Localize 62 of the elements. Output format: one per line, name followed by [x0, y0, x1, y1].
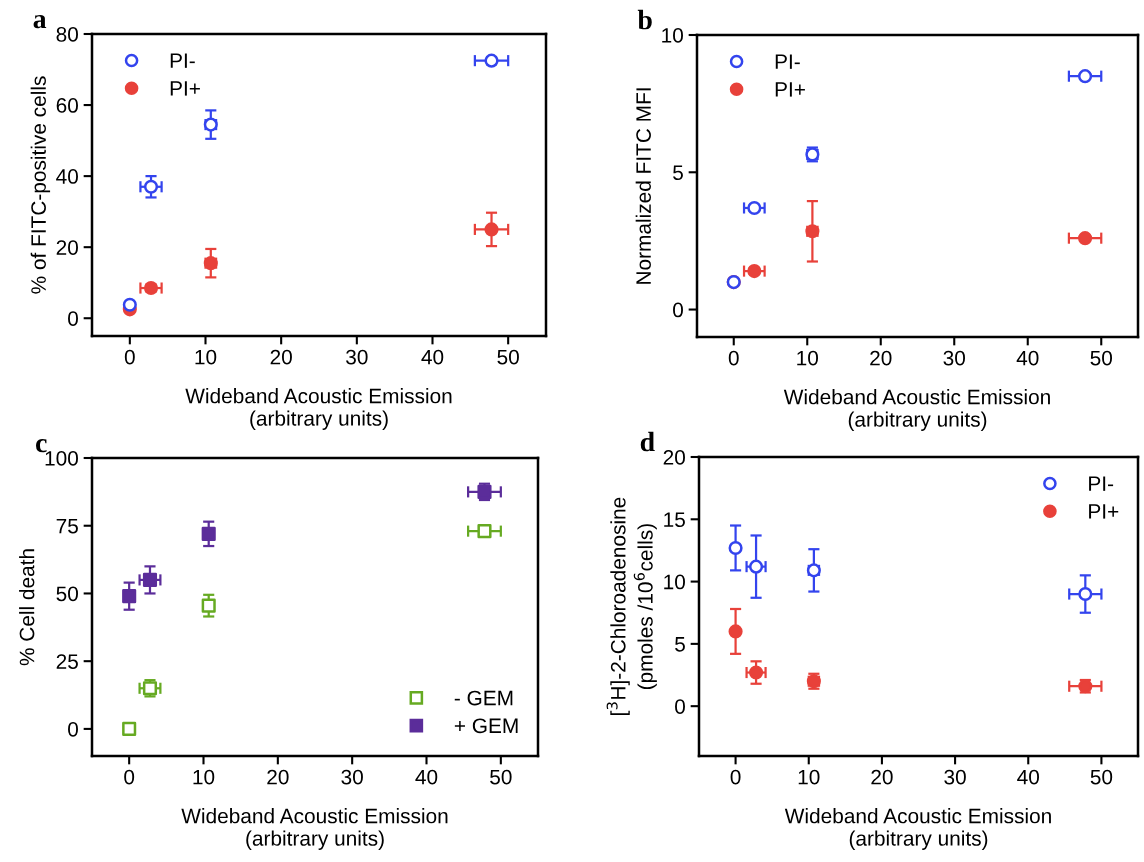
y-tick-label: 80 [56, 27, 78, 42]
x-tick-label: 10 [797, 350, 819, 366]
x-axis-title: Wideband Acoustic Emission (arbitrary units) [185, 388, 452, 430]
x-tick-label: 10 [195, 349, 217, 365]
x-tick-label: 0 [730, 769, 741, 785]
y-axis-title: % Cell death [19, 549, 35, 666]
chart-title: b [637, 9, 652, 30]
chart-title: a [33, 15, 47, 29]
y-tick-label: 15 [664, 512, 685, 528]
x-tick-label: 30 [346, 349, 368, 365]
x-tick-label: 0 [124, 349, 135, 365]
x-tick-label: 50 [490, 769, 512, 785]
y-tick-label: 20 [663, 450, 685, 465]
chart-title: d [640, 431, 655, 452]
x-tick-label: 20 [870, 350, 892, 366]
y-axis-title: [$^{3}$H]-2-Chloroadenosine (pmoles /10$^{6}$cells) [606, 497, 657, 715]
x-tick-label: 50 [1090, 350, 1113, 366]
legend-label: PI- [170, 53, 195, 68]
x-tick-label: 50 [1090, 769, 1113, 785]
x-tick-label: 10 [798, 769, 820, 785]
chart-title: c [36, 438, 47, 453]
legend-label: PI- [775, 54, 800, 69]
y-tick-label: 0 [673, 302, 683, 318]
y-tick-label: 5 [675, 637, 685, 652]
x-tick-label: 40 [415, 769, 438, 785]
legend-label: PI+ [1089, 504, 1119, 519]
x-tick-label: 30 [341, 769, 363, 785]
x-tick-label: 20 [270, 349, 292, 365]
x-axis-title: Wideband Acoustic Emission (arbitrary units) [181, 808, 448, 850]
y-tick-label: 20 [56, 240, 78, 255]
y-axis-title: % of FITC-positive cells [30, 76, 51, 294]
legend-label: PI+ [775, 82, 805, 97]
legend-label: - GEM [454, 690, 513, 706]
x-axis-title: Wideband Acoustic Emission (arbitrary units) [784, 808, 1051, 850]
x-tick-label: 10 [193, 769, 215, 785]
y-tick-label: 50 [56, 586, 78, 602]
y-tick-label: 60 [56, 98, 78, 113]
y-tick-label: 0 [675, 699, 685, 714]
x-tick-label: 30 [944, 769, 966, 785]
y-tick-label: 10 [664, 574, 685, 590]
y-tick-label: 10 [662, 28, 683, 43]
x-axis-title: Wideband Acoustic Emission (arbitrary units) [783, 389, 1050, 431]
y-tick-label: 0 [68, 721, 78, 737]
x-tick-label: 20 [267, 769, 289, 785]
x-tick-label: 20 [871, 769, 893, 785]
x-tick-label: 30 [943, 350, 966, 366]
x-tick-label: 40 [1017, 769, 1040, 785]
y-tick-label: 75 [56, 518, 78, 534]
x-tick-label: 40 [1016, 350, 1039, 366]
legend-label: PI- [1089, 476, 1114, 491]
x-tick-label: 0 [124, 769, 135, 785]
legend-label: + GEM [454, 718, 518, 734]
y-tick-label: 100 [45, 451, 78, 466]
y-axis-title: Normalized FITC MFI [635, 88, 651, 284]
x-tick-label: 50 [497, 349, 519, 365]
y-tick-label: 40 [56, 169, 78, 184]
x-tick-label: 40 [421, 349, 444, 365]
legend-label: PI+ [170, 81, 200, 96]
y-tick-label: 25 [56, 654, 78, 669]
y-tick-label: 0 [68, 311, 78, 326]
y-tick-label: 5 [673, 165, 683, 181]
x-tick-label: 0 [728, 350, 739, 366]
